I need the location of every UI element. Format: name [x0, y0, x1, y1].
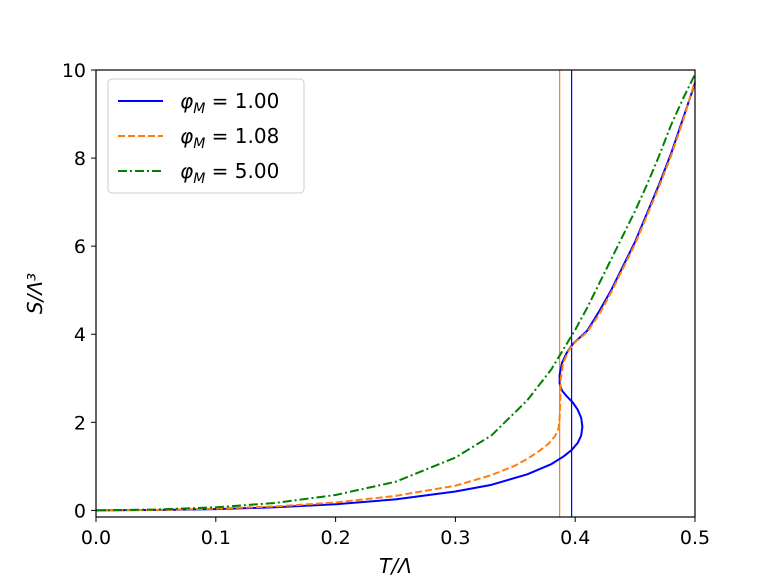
- series-line-1: [95, 80, 696, 512]
- x-tick-label: 0.4: [560, 527, 590, 549]
- legend-label-2: φM = 5.00: [180, 159, 279, 187]
- x-tick-label: 0.5: [680, 527, 710, 549]
- series-line-2: [95, 73, 696, 512]
- y-tick-label: 2: [74, 412, 86, 434]
- axis-ticks: 0.0 0.1 0.2 0.3 0.4 0.5 0 2 4 6 8 10: [62, 60, 710, 549]
- y-tick-label: 10: [62, 60, 86, 82]
- y-tick-label: 8: [74, 148, 86, 170]
- vertical-lines: [559, 70, 573, 517]
- x-tick-label: 0.1: [201, 527, 231, 549]
- series-lines: [95, 73, 696, 512]
- x-axis-label: T/Λ: [379, 554, 412, 578]
- legend-label-0: φM = 1.00: [180, 89, 279, 117]
- y-tick-label: 4: [74, 324, 86, 346]
- y-tick-label: 6: [74, 236, 86, 258]
- legend: φM = 1.00 φM = 1.08 φM = 5.00: [107, 78, 305, 194]
- y-tick-label: 0: [74, 500, 86, 522]
- legend-frame: [107, 78, 305, 194]
- y-axis-label: S/Λ³: [23, 273, 47, 314]
- x-tick-label: 0.3: [440, 527, 470, 549]
- x-tick-label: 0.2: [320, 527, 350, 549]
- legend-label-1: φM = 1.08: [180, 124, 279, 152]
- plot-frame: [95, 69, 696, 518]
- x-tick-label: 0.0: [81, 527, 111, 549]
